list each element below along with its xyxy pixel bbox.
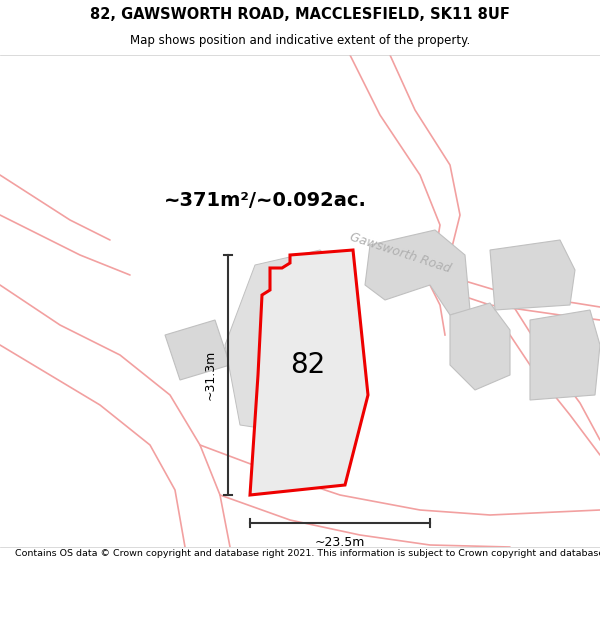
Text: Gawsworth Road: Gawsworth Road [348, 231, 452, 276]
Polygon shape [165, 320, 230, 380]
Polygon shape [490, 240, 575, 310]
Text: Map shows position and indicative extent of the property.: Map shows position and indicative extent… [130, 34, 470, 47]
Text: ~371m²/~0.092ac.: ~371m²/~0.092ac. [164, 191, 367, 209]
Text: 82, GAWSWORTH ROAD, MACCLESFIELD, SK11 8UF: 82, GAWSWORTH ROAD, MACCLESFIELD, SK11 8… [90, 8, 510, 22]
Polygon shape [250, 250, 368, 495]
Polygon shape [225, 250, 365, 435]
Text: ~23.5m: ~23.5m [315, 536, 365, 549]
Polygon shape [365, 230, 470, 315]
Text: Contains OS data © Crown copyright and database right 2021. This information is : Contains OS data © Crown copyright and d… [15, 549, 600, 558]
Polygon shape [530, 310, 600, 400]
Text: ~31.3m: ~31.3m [203, 350, 217, 400]
Text: 82: 82 [290, 351, 326, 379]
Polygon shape [450, 303, 510, 390]
